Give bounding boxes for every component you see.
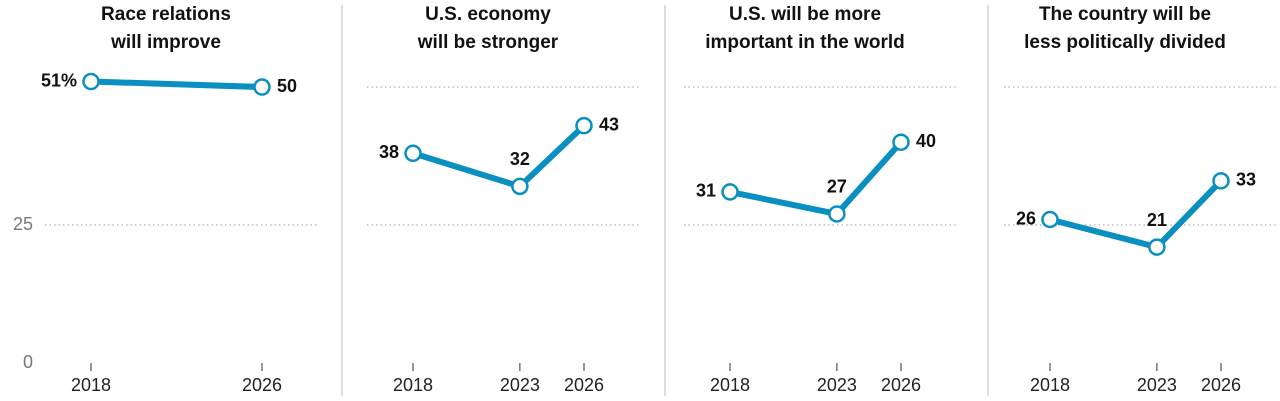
- panel-title: will be stronger: [417, 32, 559, 53]
- data-label: 32: [510, 149, 530, 169]
- data-label: 33: [1236, 170, 1256, 190]
- x-tick-label: 2026: [564, 375, 604, 395]
- x-tick-label: 2018: [71, 375, 111, 395]
- x-tick-label: 2023: [817, 375, 857, 395]
- panel-title: The country will be: [1039, 4, 1211, 25]
- panel-title: U.S. will be more: [729, 4, 881, 25]
- point: [575, 116, 593, 135]
- data-label: 43: [599, 114, 619, 134]
- data-label: 51%: [41, 70, 77, 90]
- data-label: 26: [1016, 208, 1036, 228]
- y-tick-label: 25: [13, 214, 33, 234]
- point: [721, 183, 739, 201]
- data-label: 31: [696, 181, 716, 201]
- point: [404, 144, 422, 163]
- point: [1041, 210, 1059, 229]
- x-tick-label: 2018: [1030, 375, 1070, 395]
- panel-title: U.S. economy: [425, 4, 551, 25]
- point: [892, 133, 910, 151]
- point: [1212, 172, 1230, 190]
- point: [828, 205, 846, 223]
- line: [90, 78, 263, 91]
- data-label: 38: [379, 142, 399, 162]
- data-label: 50: [277, 76, 297, 96]
- line: [412, 123, 587, 190]
- panel-title: will improve: [110, 32, 221, 53]
- panel-title: less politically divided: [1024, 32, 1226, 53]
- x-tick-label: 2018: [393, 375, 433, 395]
- data-label: 21: [1147, 210, 1167, 230]
- point: [1148, 238, 1166, 256]
- x-tick-label: 2023: [1137, 375, 1177, 395]
- point: [511, 177, 529, 196]
- line: [729, 140, 904, 217]
- point: [82, 72, 100, 91]
- x-tick-label: 2023: [500, 375, 540, 395]
- x-tick-label: 2026: [1201, 375, 1241, 395]
- x-tick-label: 2018: [710, 375, 750, 395]
- x-tick-label: 2026: [242, 375, 282, 395]
- point: [253, 78, 271, 96]
- y-tick-label: 0: [23, 352, 33, 372]
- x-tick-label: 2026: [881, 375, 921, 395]
- panel-title: Race relations: [101, 4, 231, 25]
- panel-title: important in the world: [705, 32, 905, 53]
- data-label: 40: [916, 131, 936, 151]
- data-label: 27: [827, 177, 847, 197]
- line: [1049, 178, 1224, 251]
